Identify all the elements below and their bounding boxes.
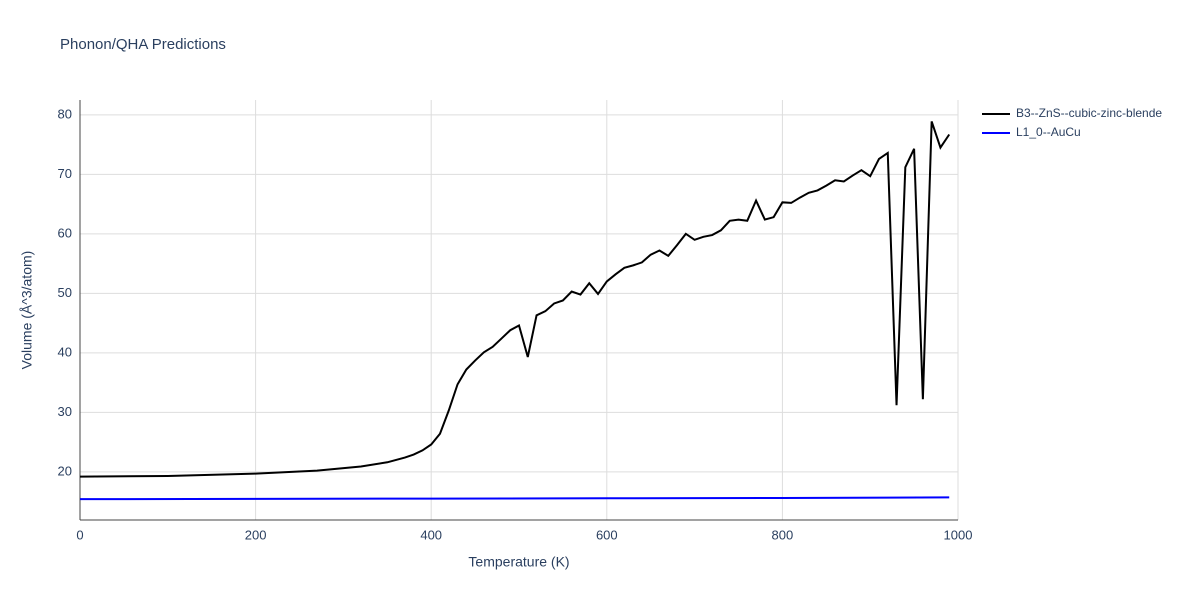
x-tick-label: 400	[420, 527, 442, 542]
y-axis-title: Volume (Å^3/atom)	[19, 251, 35, 370]
chart-title: Phonon/QHA Predictions	[60, 36, 226, 53]
legend-label: L1_0--AuCu	[1016, 125, 1081, 139]
y-tick-label: 60	[58, 225, 72, 240]
series-line	[79, 121, 951, 478]
x-tick-label: 800	[772, 527, 794, 542]
y-tick-label: 50	[58, 285, 72, 300]
y-tick-label: 30	[58, 404, 72, 419]
y-tick-label: 70	[58, 166, 72, 181]
x-tick-label: 1000	[944, 527, 973, 542]
y-tick-label: 80	[58, 106, 72, 121]
y-tick-label: 40	[58, 344, 72, 359]
x-tick-label: 600	[596, 527, 618, 542]
legend-label: B3--ZnS--cubic-zinc-blende	[1016, 106, 1162, 120]
x-axis-title: Temperature (K)	[468, 554, 569, 570]
x-tick-label: 200	[245, 527, 267, 542]
series-line	[79, 496, 950, 501]
y-tick-label: 20	[58, 463, 72, 478]
x-tick-label: 0	[76, 527, 83, 542]
